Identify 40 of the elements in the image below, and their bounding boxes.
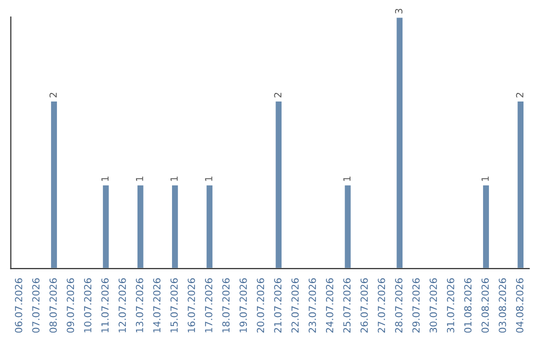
x-tick-label: 10.07.2026 bbox=[84, 278, 92, 332]
x-tick-label: 13.07.2026 bbox=[136, 278, 144, 332]
x-tick-label: 14.07.2026 bbox=[153, 278, 160, 332]
x-tick-label: 11.07.2026 bbox=[101, 278, 109, 332]
data-label: 1 bbox=[343, 176, 350, 181]
x-tick-label: 16.07.2026 bbox=[188, 278, 196, 332]
data-label: 3 bbox=[395, 8, 402, 14]
x-tick-label: 23.07.2026 bbox=[308, 278, 316, 333]
data-label: 1 bbox=[136, 176, 144, 181]
x-tick-label: 19.07.2026 bbox=[240, 278, 247, 332]
x-tick-label: 25.07.2026 bbox=[343, 278, 351, 333]
x-tick-label: 17.07.2026 bbox=[204, 278, 212, 332]
x-tick-label: 08.07.2026 bbox=[49, 278, 57, 333]
x-tick-label: 29.07.2026 bbox=[412, 278, 420, 333]
data-label: 2 bbox=[516, 92, 524, 98]
x-tick-label: 21.07.2026 bbox=[274, 278, 282, 333]
x-tick-label: 22.07.2026 bbox=[291, 278, 299, 333]
x-tick-label: 09.07.2026 bbox=[66, 278, 74, 333]
x-tick-label: 01.08.2026 bbox=[464, 278, 472, 333]
data-label: 2 bbox=[49, 92, 57, 98]
x-tick-label: 04.08.2026 bbox=[516, 278, 524, 333]
data-label: 2 bbox=[274, 92, 282, 98]
x-tick-label: 18.07.2026 bbox=[222, 278, 230, 332]
x-tick-label: 02.08.2026 bbox=[481, 278, 489, 333]
x-tick-label: 07.07.2026 bbox=[32, 278, 40, 333]
data-label: 1 bbox=[170, 176, 178, 181]
x-tick-label: 06.07.2026 bbox=[14, 278, 22, 333]
x-tick-label: 24.07.2026 bbox=[326, 278, 334, 333]
data-label: 1 bbox=[101, 176, 109, 181]
data-label: 1 bbox=[205, 176, 212, 181]
x-tick-label: 31.07.2026 bbox=[446, 278, 454, 333]
x-tick-label: 15.07.2026 bbox=[170, 278, 178, 332]
x-tick-label: 12.07.2026 bbox=[118, 278, 126, 332]
x-tick-label: 26.07.2026 bbox=[360, 278, 368, 333]
data-label: 1 bbox=[482, 176, 489, 181]
x-tick-label: 30.07.2026 bbox=[430, 278, 437, 333]
x-tick-label: 03.08.2026 bbox=[498, 278, 506, 333]
x-tick-label: 27.07.2026 bbox=[378, 278, 386, 333]
x-tick-label: 20.07.2026 bbox=[256, 278, 264, 333]
x-tick-label: 28.07.2026 bbox=[395, 278, 402, 333]
